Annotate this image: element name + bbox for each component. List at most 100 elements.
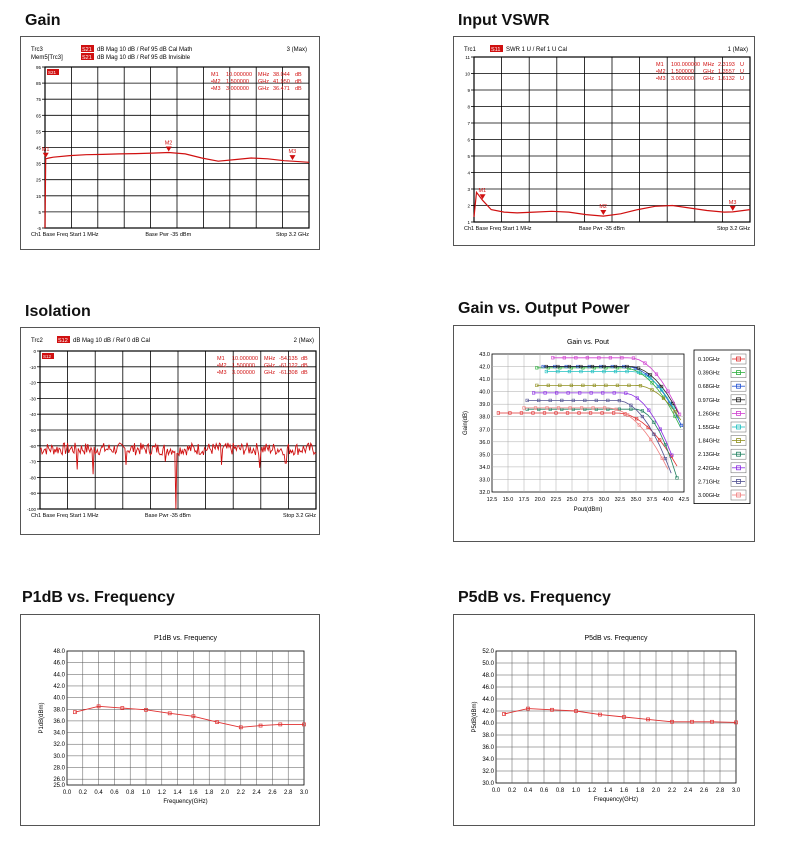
- series-point: [648, 376, 652, 380]
- format-label-2: dB Mag 10 dB / Ref 95 dB Invisible: [97, 55, 191, 61]
- series-point: [556, 406, 561, 410]
- series-point: [531, 411, 535, 415]
- trace-label: Trc1: [464, 47, 476, 53]
- y-tick-label: -30: [29, 396, 36, 401]
- series-point: [258, 723, 263, 728]
- y-tick-label: 15: [36, 194, 42, 199]
- marker-y: -61.122: [279, 363, 298, 369]
- p5db-chart-frame: P5dB vs. Frequency 0.0 0.2 0.4 0.6 0.8 1.0 1.2 1…: [453, 614, 755, 826]
- series-point: [734, 720, 738, 725]
- y-tick-label: 11: [465, 55, 470, 60]
- series-point: [568, 406, 572, 410]
- series-point: [535, 383, 539, 387]
- trace-line: [44, 151, 310, 229]
- x-tick-label: 3.0: [300, 790, 309, 796]
- trace-line: [39, 441, 317, 510]
- marker-name: •M2: [211, 79, 221, 85]
- input-vswr-chart: Trc1 S11 SWR 1 U / Ref 1 U Cal 1 (Max) 11 10 9…: [464, 45, 751, 232]
- x-tick-label: 2.4: [684, 788, 693, 794]
- gain-chart-frame: Trc3 S21 dB Mag 10 dB / Ref 95 dB Cal Math…: [20, 36, 320, 250]
- marker-arrow: [479, 194, 486, 200]
- x-tick-label: 32.5: [615, 497, 626, 503]
- series-line: [498, 412, 678, 467]
- series-point: [638, 384, 643, 388]
- footer-power: Base Pwr -35 dBm: [145, 232, 191, 238]
- footer-stop: Stop 3.2 GHz: [283, 513, 316, 519]
- y-tick-label: 25: [36, 178, 42, 183]
- series-point: [629, 403, 633, 407]
- max-label: 1 (Max): [728, 47, 748, 53]
- y-tick-label: 36.0: [482, 745, 494, 751]
- ref-badge: [47, 69, 59, 75]
- y-tick-label: -5: [37, 226, 41, 231]
- series-point: [560, 398, 564, 403]
- marker-x-unit: GHz: [258, 86, 269, 92]
- series-point: [666, 389, 670, 393]
- marker-y: 38.044: [273, 72, 290, 78]
- marker-y: 36.471: [273, 86, 290, 92]
- footer-power: Base Pwr -35 dBm: [145, 513, 191, 519]
- x-tick-label: 0.0: [63, 790, 72, 796]
- series-point: [525, 398, 529, 403]
- param-label: S21: [82, 47, 92, 53]
- y-tick-label: 40.0: [479, 390, 490, 396]
- p5db-chart: P5dB vs. Frequency 0.0 0.2 0.4 0.6 0.8 1.0 1.2 1…: [472, 635, 741, 803]
- marker-label: M3: [729, 200, 737, 206]
- marker-name: M1: [217, 356, 225, 362]
- series-point: [710, 719, 714, 724]
- x-tick-label: 40.0: [663, 497, 674, 503]
- y-tick-label: 5: [467, 154, 470, 159]
- trace-line: [473, 190, 751, 218]
- y-tick-label: 6: [467, 138, 470, 143]
- y-tick-label: 4: [467, 171, 470, 176]
- series-point: [617, 398, 621, 403]
- series-line: [546, 371, 680, 419]
- gain-vs-pout-chart-frame: Gain vs. Pout 12.5 15.0 17.5 20.0 22.5 25.0 27.…: [453, 325, 755, 542]
- marker-x: 100.000000: [671, 62, 700, 68]
- series-point: [631, 356, 636, 360]
- y-tick-label: 8: [467, 105, 470, 110]
- series-point: [588, 411, 593, 415]
- y-tick-label: 52.0: [482, 649, 494, 655]
- series-point: [542, 411, 547, 415]
- x-tick-label: 1.6: [189, 790, 198, 796]
- y-tick-label: 55: [36, 129, 42, 134]
- marker-arrow: [165, 146, 172, 152]
- series-point: [556, 364, 560, 369]
- x-tick-label: 35.0: [631, 497, 642, 503]
- series-point: [614, 407, 618, 411]
- ref-badge: [42, 353, 54, 359]
- series-point: [612, 391, 616, 395]
- series-point: [625, 369, 629, 374]
- y-tick-label: 65: [36, 113, 42, 118]
- y-axis-label: P1dB(dBm): [39, 702, 45, 733]
- marker-y: -54.135: [279, 356, 298, 362]
- series-point: [646, 717, 650, 722]
- series-point: [592, 383, 597, 387]
- series-point: [604, 383, 608, 387]
- series-point: [663, 456, 668, 461]
- x-tick-label: 0.6: [540, 788, 549, 794]
- series-point: [652, 420, 656, 424]
- marker-arrow: [42, 152, 49, 158]
- series-point: [519, 411, 524, 415]
- series-point: [663, 443, 668, 447]
- param-badge-2: [81, 53, 94, 60]
- y-tick-label: 32.0: [479, 490, 490, 496]
- param-badge: [57, 336, 70, 343]
- max-label: 2 (Max): [294, 338, 314, 344]
- marker-label: M3: [288, 149, 296, 155]
- series-point: [562, 356, 566, 360]
- y-tick-label: 45: [36, 146, 42, 151]
- series-point: [215, 720, 219, 724]
- series-point: [554, 411, 558, 415]
- marker-name: M1: [211, 72, 219, 78]
- x-tick-label: 0.2: [508, 788, 517, 794]
- series-point: [620, 356, 624, 360]
- legend-label: 1.26GHz: [698, 411, 720, 417]
- footer-start: Ch1 Base Freq Start 1 MHz: [31, 232, 99, 238]
- y-tick-label: -20: [29, 381, 36, 386]
- series-point: [636, 366, 641, 370]
- y-tick-label: 26.0: [53, 777, 65, 783]
- param-label-2: S21: [82, 55, 92, 61]
